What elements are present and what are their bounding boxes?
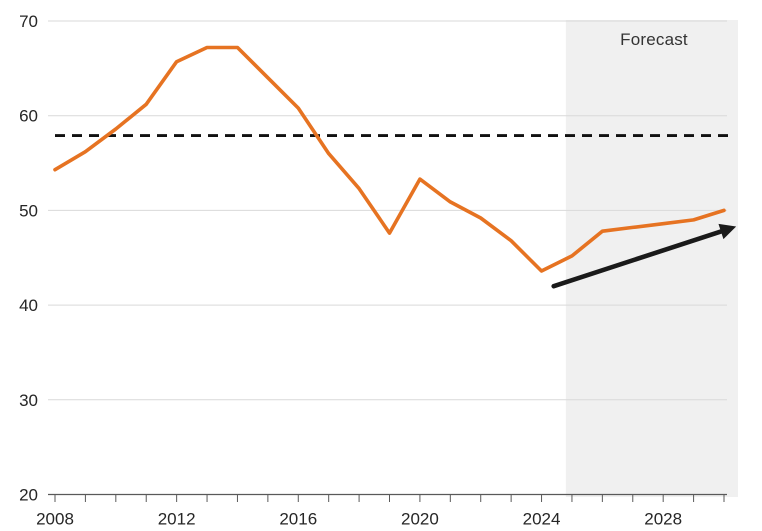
x-axis-label: 2028 (644, 510, 682, 529)
y-axis-label: 20 (19, 486, 38, 505)
y-axis-label: 40 (19, 296, 38, 315)
x-axis-label: 2024 (523, 510, 561, 529)
series-line (53, 45, 726, 273)
y-axis-label: 70 (19, 12, 38, 31)
trend-arrow (551, 228, 727, 289)
x-axis-label: 2012 (158, 510, 196, 529)
trend-arrowhead (718, 223, 737, 240)
forecast-band (565, 20, 738, 497)
y-axis-label: 30 (19, 391, 38, 410)
x-axis-label: 2008 (36, 510, 74, 529)
y-axis-label: 60 (19, 107, 38, 126)
x-axis-label: 2020 (401, 510, 439, 529)
x-axis-label: 2016 (279, 510, 317, 529)
y-axis-label: 50 (19, 201, 38, 220)
